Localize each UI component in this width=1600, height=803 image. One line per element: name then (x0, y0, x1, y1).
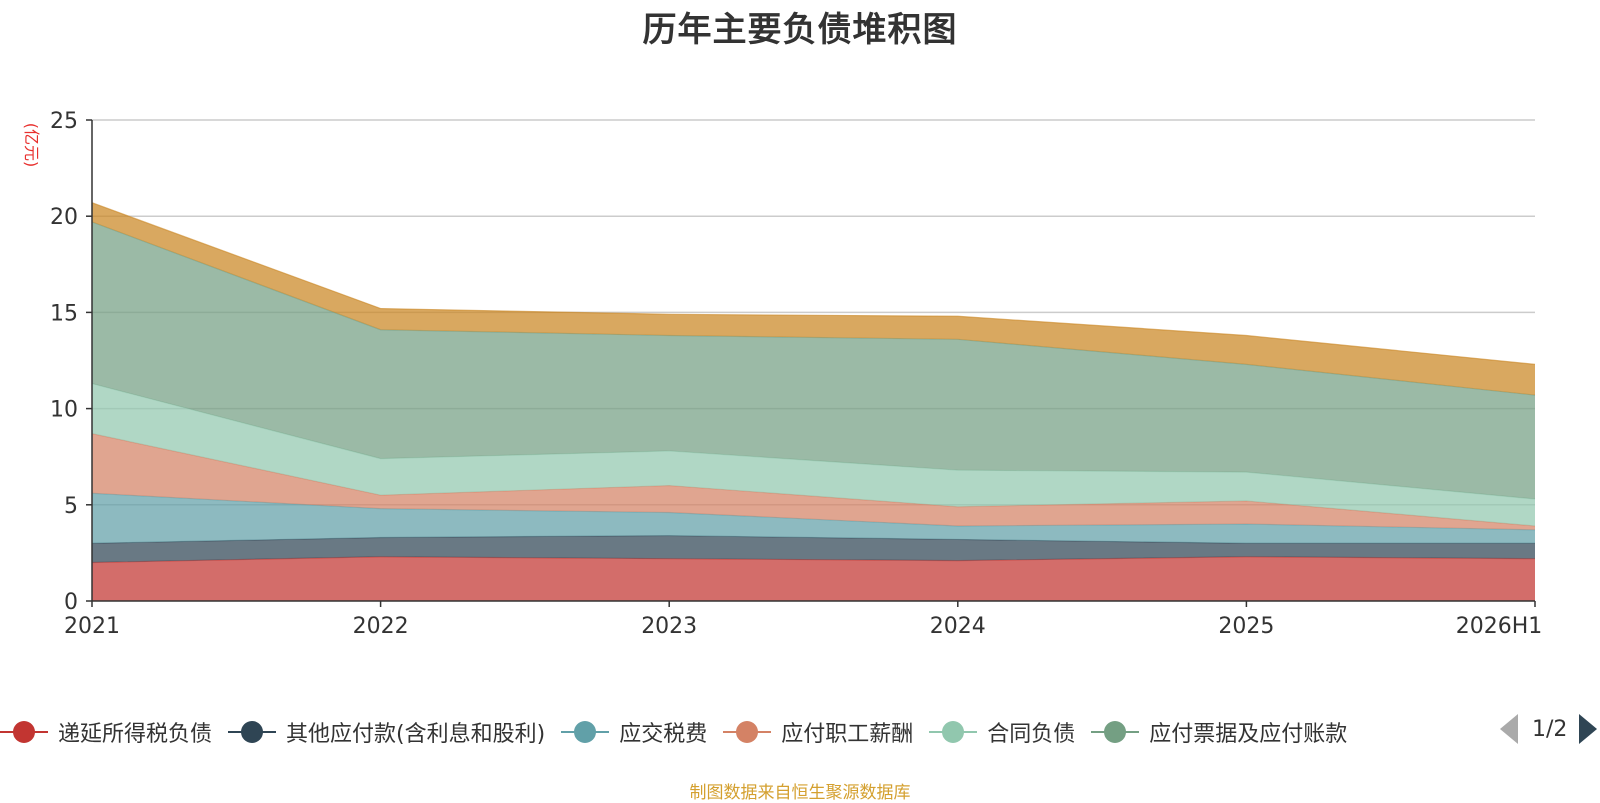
legend-page-indicator: 1/2 (1532, 716, 1568, 742)
y-tick-label: 15 (50, 301, 78, 326)
area-series-0 (92, 556, 1535, 601)
legend-marker-icon (561, 720, 610, 744)
y-unit-label: (亿元) (22, 123, 41, 168)
x-tick-label: 2022 (353, 614, 409, 639)
legend-label: 递延所得税负债 (58, 722, 213, 747)
legend-item[interactable]: 应付职工薪酬 (723, 716, 913, 748)
x-tick-label: 2024 (930, 614, 986, 639)
legend-item[interactable]: 合同负债 (929, 716, 1075, 748)
area-series-5 (92, 221, 1535, 500)
x-tick-label: 2023 (641, 614, 697, 639)
area-series-4 (92, 383, 1535, 526)
legend-item[interactable]: 其他应付款(含利息和股利) (228, 716, 545, 748)
chart-title: 历年主要负债堆积图 (642, 10, 958, 50)
area-series-3 (92, 433, 1535, 530)
legend-prev-arrow-icon[interactable] (1500, 714, 1518, 744)
data-source-note: 制图数据来自恒生聚源数据库 (689, 783, 911, 803)
x-tick-label: 2026H1 (1456, 614, 1543, 639)
area-edge-6 (91, 202, 1536, 365)
x-tick-label: 2021 (64, 614, 120, 639)
legend-label: 其他应付款(含利息和股利) (286, 722, 546, 747)
legend-marker-icon (723, 720, 772, 744)
legend-marker-icon (1091, 720, 1140, 744)
y-tick-label: 0 (64, 590, 78, 615)
area-series-2 (92, 493, 1535, 544)
legend-item[interactable]: 应交税费 (561, 716, 707, 748)
legend-marker-icon (228, 720, 277, 744)
legend-item[interactable]: 递延所得税负债 (0, 716, 212, 748)
legend-label: 应付职工薪酬 (781, 722, 914, 747)
legend-pager: 1/2 (1500, 714, 1598, 744)
legend: 递延所得税负债 其他应付款(含利息和股利) 应交税费 应付职工薪酬 合同负债 应付票据及应… (0, 712, 1363, 752)
legend-next-arrow-icon[interactable] (1579, 714, 1598, 744)
legend-label: 合同负债 (987, 722, 1076, 747)
legend-label: 应交税费 (619, 722, 708, 747)
legend-label: 应付票据及应付账款 (1149, 722, 1348, 747)
x-tick-label: 2025 (1218, 614, 1274, 639)
area-series-6 (92, 202, 1535, 396)
legend-marker-icon (929, 720, 978, 744)
legend-marker-icon (0, 720, 48, 744)
y-tick-label: 10 (50, 398, 78, 423)
y-tick-label: 25 (50, 109, 78, 134)
y-tick-label: 20 (50, 205, 78, 230)
y-tick-label: 5 (64, 494, 78, 519)
area-series-1 (92, 535, 1535, 563)
legend-item[interactable]: 应付票据及应付账款 (1091, 716, 1347, 748)
